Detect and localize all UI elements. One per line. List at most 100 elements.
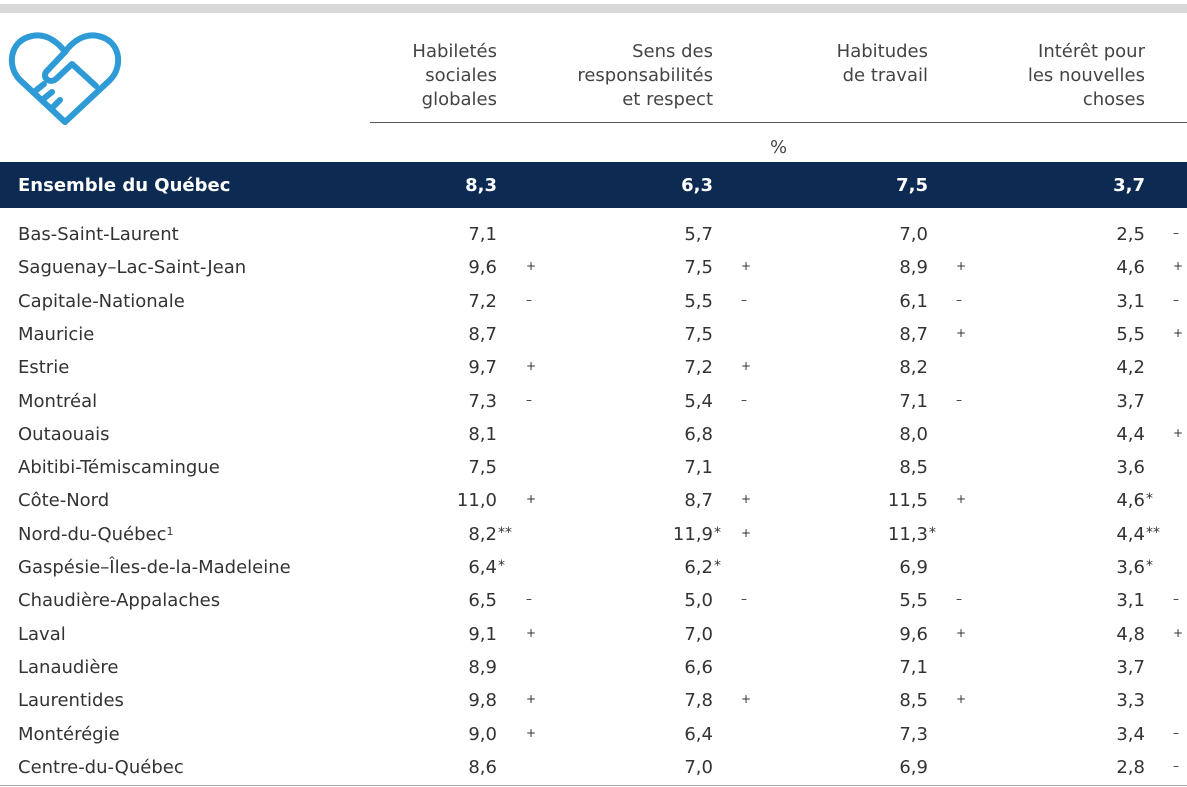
cell-value: 6,4: [468, 557, 497, 578]
row-label: Gaspésie–Îles-de-la-Madeleine: [18, 557, 291, 578]
significance-sign: +: [741, 492, 752, 507]
column-header: et respect: [622, 89, 713, 110]
unit-label: %: [770, 137, 788, 158]
cell-value: 3,6: [1116, 557, 1145, 578]
cell-value: 9,1: [468, 623, 497, 645]
row-label: Abitibi-Témiscamingue: [18, 457, 220, 479]
cell-value: 6,9: [899, 756, 928, 778]
cell-value: 7,0: [684, 756, 713, 778]
row-label: Estrie: [18, 357, 70, 379]
column-header: globales: [421, 89, 497, 110]
significance-sign: –: [526, 392, 532, 407]
cell-value: 3,7: [1116, 390, 1145, 412]
column-header: les nouvelles: [1027, 65, 1145, 86]
cell-value: 5,5: [899, 590, 928, 612]
reliability-flag: **: [498, 524, 512, 541]
significance-sign: +: [1173, 325, 1184, 340]
significance-sign: +: [956, 692, 967, 707]
reliability-flag: *: [714, 524, 721, 541]
footnote-ref: 1: [166, 524, 174, 538]
cell-value: 3,4: [1116, 723, 1145, 745]
cell-value: 6,5: [468, 590, 497, 612]
significance-sign: +: [526, 625, 537, 640]
significance-sign: +: [956, 625, 967, 640]
row-label: Outaouais: [18, 423, 110, 445]
column-header: choses: [1082, 89, 1145, 110]
column-header: de travail: [842, 65, 928, 86]
significance-sign: +: [526, 259, 537, 274]
cell-value: 9,6: [899, 623, 928, 645]
cell-value: 8,1: [468, 423, 497, 445]
significance-sign: –: [526, 292, 532, 307]
cell-value: 8,7: [684, 490, 713, 512]
header-rule: [370, 122, 1187, 123]
reliability-flag: *: [929, 524, 936, 541]
reliability-flag: *: [498, 558, 505, 574]
significance-sign: –: [956, 292, 962, 307]
reliability-flag: *: [1146, 491, 1153, 508]
cell-value: 8,2: [468, 523, 497, 545]
cell-value: 4,8: [1116, 623, 1145, 645]
significance-sign: –: [956, 392, 962, 407]
column-header: responsabilités: [577, 65, 713, 86]
cell-value: 3,6: [1116, 457, 1145, 479]
cell-value: 7,2: [684, 357, 713, 379]
column-header: Sens des: [632, 41, 713, 62]
cell-value: 3,3: [1116, 690, 1145, 712]
reliability-flag: *: [714, 558, 721, 574]
total-label: Ensemble du Québec: [18, 175, 231, 196]
row-label: Montérégie: [18, 723, 120, 745]
cell-value: 5,7: [684, 224, 713, 245]
cell-value: 2,8: [1116, 756, 1145, 778]
cell-value: 8,9: [468, 656, 497, 678]
reliability-flag: **: [1146, 524, 1160, 541]
cell-value: 4,4: [1116, 523, 1145, 545]
cell-value: 7,1: [684, 457, 713, 479]
cell-value: 8,5: [899, 457, 928, 479]
row-label: Laurentides: [18, 690, 124, 712]
significance-sign: +: [741, 525, 752, 540]
significance-sign: +: [956, 259, 967, 274]
significance-sign: +: [956, 492, 967, 507]
significance-sign: –: [1173, 592, 1179, 607]
row-label: Centre-du-Québec: [18, 756, 184, 778]
row-label: Chaudière-Appalaches: [18, 590, 221, 612]
significance-sign: +: [526, 492, 537, 507]
total-band: [0, 162, 1187, 208]
cell-value: 5,5: [1116, 323, 1145, 345]
significance-sign: –: [956, 592, 962, 607]
cell-value: 7,5: [468, 457, 497, 479]
cell-value: 7,1: [899, 656, 928, 678]
cell-value: 11,5: [887, 490, 928, 512]
bottom-rule: [0, 785, 1187, 786]
cell-value: 7,8: [684, 690, 713, 712]
cell-value: 6,8: [684, 423, 713, 445]
total-value: 6,3: [681, 175, 713, 196]
cell-value: 3,1: [1116, 290, 1145, 312]
cell-value: 6,4: [684, 723, 713, 745]
reliability-flag: *: [1146, 558, 1153, 574]
significance-sign: –: [1173, 725, 1179, 740]
total-value: 8,3: [465, 175, 497, 196]
significance-sign: +: [956, 325, 967, 340]
top-bar: [0, 4, 1187, 13]
significance-sign: –: [1173, 758, 1179, 773]
cell-value: 4,6: [1116, 257, 1145, 279]
cell-value: 11,3: [887, 523, 928, 545]
significance-sign: +: [526, 725, 537, 740]
column-header: sociales: [425, 65, 497, 86]
row-label: Montréal: [18, 390, 98, 412]
significance-sign: +: [1173, 259, 1184, 274]
cell-value: 3,1: [1116, 590, 1145, 612]
significance-sign: +: [526, 359, 537, 374]
row-label: Nord-du-Québec1: [18, 523, 174, 545]
cell-value: 7,1: [468, 224, 497, 245]
row-label: Mauricie: [18, 323, 95, 345]
total-value: 3,7: [1113, 175, 1145, 196]
significance-sign: +: [1173, 425, 1184, 440]
cell-value: 6,9: [899, 557, 928, 578]
cell-value: 9,8: [468, 690, 497, 712]
cell-value: 7,0: [899, 224, 928, 245]
total-value: 7,5: [896, 175, 928, 196]
cell-value: 7,3: [468, 390, 497, 412]
